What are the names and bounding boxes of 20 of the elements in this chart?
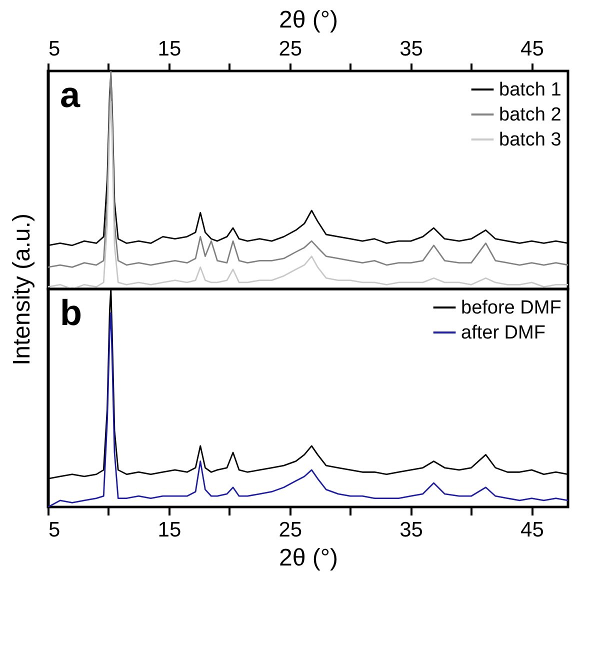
- x-tick-label: 45: [520, 518, 544, 542]
- y-axis-title: Intensity (a.u.): [8, 213, 36, 366]
- legend-label: after DMF: [461, 322, 546, 344]
- x-axis-title: 2θ (°): [279, 6, 338, 34]
- x-axis-title: 2θ (°): [279, 544, 338, 572]
- x-tick-label: 25: [278, 38, 302, 60]
- legend-label: batch 2: [499, 104, 562, 126]
- x-tick-label: 35: [400, 38, 423, 60]
- legend-label: batch 3: [499, 130, 562, 150]
- x-tick-label: 25: [278, 518, 302, 542]
- annotation: a: [60, 74, 81, 115]
- x-tick-label: 5: [48, 38, 60, 60]
- legend-label: batch 1: [499, 80, 562, 100]
- annotation: b: [60, 292, 82, 333]
- legend-label: before DMF: [461, 298, 562, 318]
- x-tick-label: 45: [520, 38, 544, 60]
- x-tick-label: 5: [48, 518, 60, 542]
- x-tick-label: 15: [158, 518, 182, 542]
- x-tick-label: 35: [400, 518, 423, 542]
- x-tick-label: 15: [158, 38, 182, 60]
